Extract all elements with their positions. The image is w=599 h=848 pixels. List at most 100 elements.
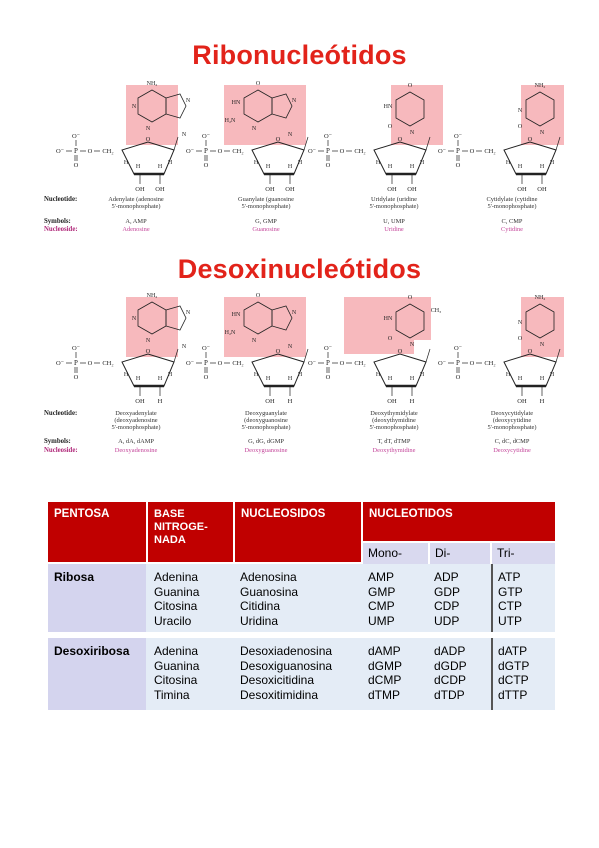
n9: N bbox=[182, 344, 187, 350]
nucleotide-name: Uridylate (uridine 5'-monophosphate) bbox=[334, 196, 454, 210]
n1: N bbox=[540, 342, 545, 348]
cell-mono: dTMP bbox=[368, 687, 401, 702]
ring-o: O bbox=[276, 348, 281, 355]
subheader-tri-label: Tri- bbox=[497, 546, 515, 560]
nucleotide-name-line: Cytidylate (cytidine bbox=[486, 196, 538, 203]
phosphate-o-minus-top: O⁻ bbox=[324, 133, 333, 140]
n3: N bbox=[518, 108, 523, 114]
ester-o: O bbox=[470, 148, 475, 155]
cell-di: ADP bbox=[434, 570, 459, 584]
cell-nucleosido: Adenosina bbox=[240, 570, 297, 584]
ch2-label: CH₂ bbox=[232, 360, 243, 367]
n7: N bbox=[292, 310, 297, 316]
cell-base: Adenina bbox=[154, 644, 199, 658]
phosphate-o-bottom: O bbox=[326, 162, 331, 169]
hn3: HN bbox=[384, 316, 393, 322]
cell-nucleosido: Desoxiguanosina bbox=[240, 658, 333, 673]
base-highlight bbox=[521, 85, 564, 145]
nucleotide-table: PENTOSA BASE NITROGE- NADA NUCLEOSIDOS N… bbox=[48, 502, 555, 710]
oh-2: OH bbox=[155, 186, 165, 193]
header-nucleotidos-label: NUCLEOTIDOS bbox=[369, 508, 453, 520]
nucleotide-name-line: (deoxycytidine bbox=[492, 417, 532, 425]
oh-3: OH bbox=[517, 186, 527, 193]
row-label-symbols: Symbols: bbox=[44, 218, 71, 225]
base-highlight bbox=[391, 85, 443, 145]
ester-o: O bbox=[218, 360, 223, 367]
nucleotide-name-line: 5'-monophosphate) bbox=[111, 424, 161, 432]
pentosa-cell-deoxyribose bbox=[48, 638, 146, 710]
nucleotide-name-line: (deoxythymidine bbox=[372, 417, 416, 425]
base-highlight bbox=[224, 85, 306, 145]
nucleotide-symbols: G, GMP bbox=[255, 218, 277, 225]
header-pentosa: PENTOSA bbox=[48, 502, 146, 562]
cell-di: CDP bbox=[434, 599, 460, 614]
cell-mono: UMP bbox=[368, 613, 395, 628]
nucleoside-name: Cytidine bbox=[500, 226, 523, 233]
h-4: H bbox=[254, 372, 259, 378]
nucleotide-name-line: Guanylate (guanosine bbox=[238, 196, 294, 203]
phosphate-o-bottom: O bbox=[326, 374, 331, 381]
ch2-label: CH₂ bbox=[484, 360, 495, 367]
row-label-nucleotide: Nucleotide: bbox=[44, 196, 78, 203]
ch2-label: CH₂ bbox=[354, 148, 365, 155]
nucleotide-symbols: A, dA, dAMP bbox=[118, 438, 154, 445]
h-2prime: H bbox=[410, 398, 415, 405]
phosphate-o-bottom: O bbox=[74, 162, 79, 169]
base-highlight bbox=[344, 297, 431, 354]
methyl-group: CH₃ bbox=[431, 308, 441, 314]
ring-o: O bbox=[276, 136, 281, 143]
phosphate-o-bottom: O bbox=[204, 162, 209, 169]
cell-nucleosido: Desoxitimidina bbox=[240, 687, 319, 702]
ch2-label: CH₂ bbox=[102, 148, 113, 155]
row-label-nucleotide: Nucleotide: bbox=[44, 410, 78, 417]
n3: N bbox=[518, 320, 523, 326]
phosphate-o-minus: O⁻ bbox=[438, 360, 447, 367]
nucleotide-symbols: C, CMP bbox=[501, 218, 523, 225]
cell-mono: dCMP bbox=[368, 673, 402, 688]
nucleotide-name: Deoxyadenylate (deoxyadenosine 5'-monophos… bbox=[76, 410, 196, 432]
h-1: H bbox=[298, 160, 303, 166]
amino-group: H₂N bbox=[225, 330, 236, 336]
n9: N bbox=[288, 344, 293, 350]
cell-nucleosido: Desoxiadenosina bbox=[240, 644, 333, 658]
phosphate-o-minus-top: O⁻ bbox=[72, 133, 81, 140]
ring-o: O bbox=[398, 348, 403, 355]
cell-base: Adenina bbox=[154, 570, 199, 584]
h-2: H bbox=[288, 376, 293, 382]
h-2: H bbox=[540, 376, 545, 382]
h-1: H bbox=[168, 372, 173, 378]
ch2-label: CH₂ bbox=[102, 360, 113, 367]
nucleotide-name-line: 5'-monophosphate) bbox=[487, 203, 537, 211]
h-1: H bbox=[168, 160, 173, 166]
phosphate-o-bottom: O bbox=[204, 374, 209, 381]
carbonyl-o4: O bbox=[408, 83, 413, 89]
header-nucleotidos: NUCLEOTIDOS bbox=[363, 502, 555, 541]
h-1: H bbox=[420, 372, 425, 378]
n1: N bbox=[132, 316, 137, 322]
oh-3: OH bbox=[135, 398, 145, 405]
phosphate-p: P bbox=[204, 359, 208, 367]
oh-3: OH bbox=[135, 186, 145, 193]
phosphate-o-bottom: O bbox=[456, 374, 461, 381]
cell-mono: dGMP bbox=[368, 658, 403, 673]
cell-tri: ATP bbox=[498, 570, 521, 584]
column-divider bbox=[491, 638, 493, 710]
title-deoxyribonucleotides: Desoxinucleótidos bbox=[177, 254, 422, 284]
ester-o: O bbox=[340, 148, 345, 155]
cell-di: dADP bbox=[434, 644, 466, 658]
phosphate-o-minus: O⁻ bbox=[186, 360, 195, 367]
pentosa-label: Ribosa bbox=[54, 570, 95, 584]
oh-3: OH bbox=[265, 398, 275, 405]
ester-o: O bbox=[218, 148, 223, 155]
oh-2: OH bbox=[537, 186, 547, 193]
nucleotide-name-line: 5'-monophosphate) bbox=[369, 203, 419, 211]
subheader-di: Di- bbox=[430, 543, 490, 564]
h-4: H bbox=[124, 160, 129, 166]
carbonyl-o: O bbox=[518, 124, 523, 130]
cell-tri: UTP bbox=[498, 613, 522, 628]
cell-tri: dATP bbox=[498, 644, 528, 658]
cell-tri: dGTP bbox=[498, 658, 530, 673]
cell-tri: GTP bbox=[498, 584, 523, 599]
